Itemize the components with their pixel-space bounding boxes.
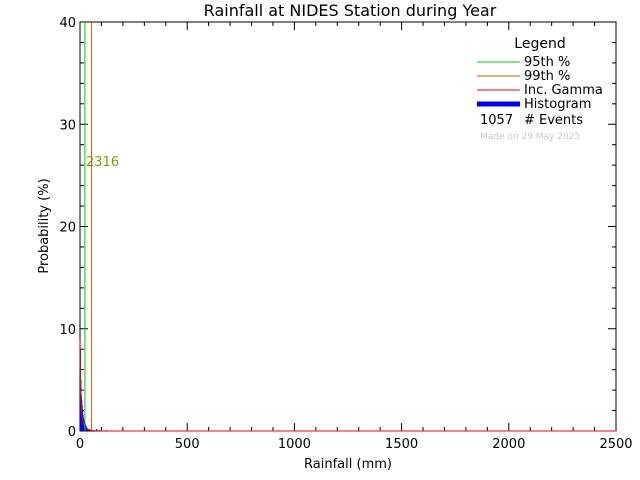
legend-label-histogram: Histogram — [524, 97, 591, 112]
x-tick-label: 1000 — [278, 437, 311, 452]
x-tick-label: 0 — [76, 437, 84, 452]
histogram-bar — [96, 428, 98, 431]
y-tick-label: 10 — [59, 323, 76, 338]
y-tick-label: 30 — [59, 118, 76, 133]
x-tick-label: 2000 — [492, 437, 525, 452]
made-on-note: Made on 29 May 2025 — [480, 132, 580, 142]
histogram-bars — [80, 349, 515, 432]
percentile-lines — [84, 22, 93, 431]
y-tick-label: 40 — [59, 16, 76, 31]
x-tick-label: 2500 — [599, 437, 632, 452]
chart-title: Rainfall at NIDES Station during Year — [204, 1, 497, 20]
x-tick-label: 1500 — [385, 437, 418, 452]
inc-gamma-curve — [79, 338, 616, 432]
x-axis-label: Rainfall (mm) — [304, 457, 392, 472]
legend-title: Legend — [514, 36, 565, 52]
overlap-label: 2316 — [86, 155, 119, 170]
axis-ticks: 0 500 1000 1500 2000 2500 0 10 20 30 40 — [59, 16, 632, 452]
y-axis-label: Probability (%) — [37, 178, 52, 273]
x-tick-label: 500 — [175, 437, 200, 452]
y-tick-label: 20 — [59, 221, 76, 236]
legend-events-count: 1057 — [480, 113, 513, 128]
legend-label-95th: 95th % — [524, 55, 570, 70]
legend: Legend 95th % 99th % Inc. Gamma Histogra… — [477, 36, 603, 142]
y-tick-label: 0 — [68, 425, 76, 440]
legend-label-gamma: Inc. Gamma — [524, 83, 603, 98]
histogram-bar — [86, 427, 88, 431]
legend-events-label: # Events — [524, 113, 583, 128]
legend-label-99th: 99th % — [524, 69, 570, 84]
